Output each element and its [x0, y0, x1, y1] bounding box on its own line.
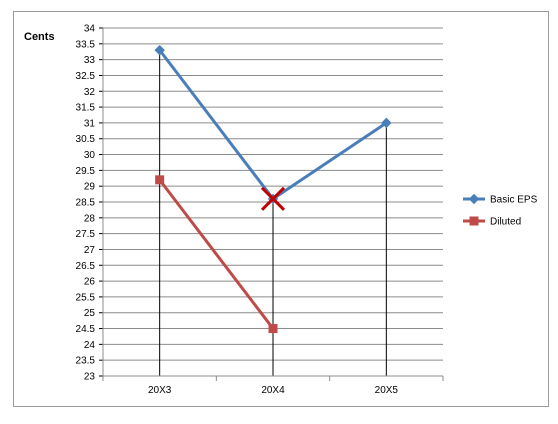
y-tick-label: 26	[84, 277, 96, 288]
x-tick-label: 20X5	[375, 385, 399, 396]
y-tick-label: 29.5	[76, 166, 96, 177]
y-tick-label: 28.5	[76, 198, 96, 209]
legend-entry: Diluted	[463, 216, 521, 228]
y-tick-label: 32	[84, 87, 96, 98]
y-axis-tick-labels: 23 23.5 24 24.5 25 25.5 26 26.5 27 27.5 28 28.5 29 29…	[76, 24, 96, 383]
cross-mark-annotation	[260, 186, 286, 211]
drop-lines	[159, 50, 387, 376]
cross-mark-stroke	[260, 186, 286, 211]
y-tick-label: 26.5	[76, 261, 96, 272]
axes	[99, 27, 444, 381]
y-tick-label: 30	[84, 150, 96, 161]
y-tick-label: 31	[84, 118, 96, 129]
y-tick-label: 29	[84, 182, 96, 193]
series-line-segment	[158, 48, 275, 201]
data-point-marker	[268, 324, 278, 334]
legend-label: Basic EPS	[490, 195, 538, 206]
x-axis-tick-labels: 20X3 20X4 20X5	[148, 385, 398, 396]
chart-area	[13, 11, 549, 407]
data-point-marker	[469, 216, 479, 226]
data-point-marker	[155, 175, 165, 185]
y-tick-label: 33	[84, 55, 96, 66]
series-line-segment	[271, 121, 388, 201]
y-tick-label: 27	[84, 245, 96, 256]
data-point-marker	[468, 193, 480, 205]
annotations	[260, 186, 286, 211]
x-tick-label: 20X4	[261, 385, 285, 396]
y-tick-label: 31.5	[76, 103, 96, 114]
y-tick-label: 33.5	[76, 39, 96, 50]
x-tick-label: 20X3	[148, 385, 172, 396]
y-tick-label: 23	[84, 372, 96, 383]
series-line-segment	[158, 178, 275, 331]
y-tick-label: 28	[84, 213, 96, 224]
y-tick-label: 25	[84, 308, 96, 319]
data-point-marker	[154, 44, 165, 56]
y-tick-label: 30.5	[76, 134, 96, 145]
y-axis-title: Cents	[24, 31, 55, 43]
series-lines	[158, 48, 388, 331]
legend: Basic EPS Diluted	[463, 193, 538, 228]
y-tick-label: 23.5	[76, 356, 96, 367]
legend-label: Diluted	[490, 217, 521, 228]
legend-entry: Basic EPS	[463, 193, 538, 206]
y-tick-label: 24	[84, 340, 96, 351]
y-tick-label: 25.5	[76, 292, 96, 303]
y-tick-label: 27.5	[76, 229, 96, 240]
y-tick-label: 32.5	[76, 71, 96, 82]
data-point-marker	[381, 117, 392, 129]
y-tick-label: 34	[84, 24, 96, 35]
y-tick-label: 24.5	[76, 324, 96, 335]
